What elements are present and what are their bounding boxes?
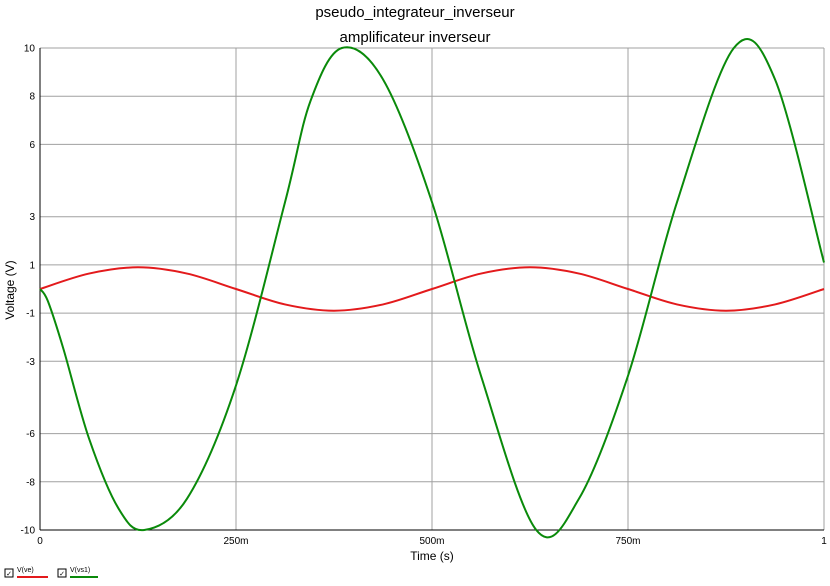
legend-item-1: ✓ V(vs1) xyxy=(57,567,98,578)
legend-check-icon: ✓ xyxy=(6,571,12,578)
legend-checkbox xyxy=(57,568,67,578)
chart-title: pseudo_integrateur_inverseur xyxy=(315,4,514,21)
legend-checkbox xyxy=(4,568,14,578)
legend-item-0: ✓ V(ve) xyxy=(4,567,48,578)
y-tick-label: -6 xyxy=(26,429,35,440)
legend-check-icon: ✓ xyxy=(59,571,65,578)
y-tick-label: -10 xyxy=(21,526,36,537)
y-tick-label: -8 xyxy=(26,477,35,488)
y-tick-label: 6 xyxy=(29,140,35,151)
x-tick-label: 1 xyxy=(821,536,827,547)
series-lines xyxy=(39,38,825,539)
y-tick-label: 10 xyxy=(24,44,36,55)
legend-label: V(vs1) xyxy=(70,567,90,574)
grid-lines xyxy=(39,47,825,531)
legend: ✓ V(ve) ✓ V(vs1) xyxy=(4,567,98,578)
y-axis-label: Voltage (V) xyxy=(3,260,17,319)
y-tick-label: 3 xyxy=(29,212,35,223)
x-tick-label: 250m xyxy=(223,536,248,547)
x-tick-label: 750m xyxy=(615,536,640,547)
series-line-0 xyxy=(39,266,825,312)
chart-subtitle: amplificateur inverseur xyxy=(340,29,491,46)
x-axis-label: Time (s) xyxy=(410,549,454,563)
series-line-1 xyxy=(39,38,825,539)
legend-label: V(ve) xyxy=(17,567,34,574)
y-tick-label: -1 xyxy=(26,309,35,320)
y-tick-label: -3 xyxy=(26,357,35,368)
tick-labels: 0 250m 500m 750m 1 10 8 6 3 1 -1 -3 -6 -8 -10 xyxy=(21,44,828,548)
y-tick-label: 1 xyxy=(29,260,35,271)
x-tick-label: 500m xyxy=(419,536,444,547)
y-tick-label: 8 xyxy=(29,92,35,103)
x-tick-label: 0 xyxy=(37,536,43,547)
